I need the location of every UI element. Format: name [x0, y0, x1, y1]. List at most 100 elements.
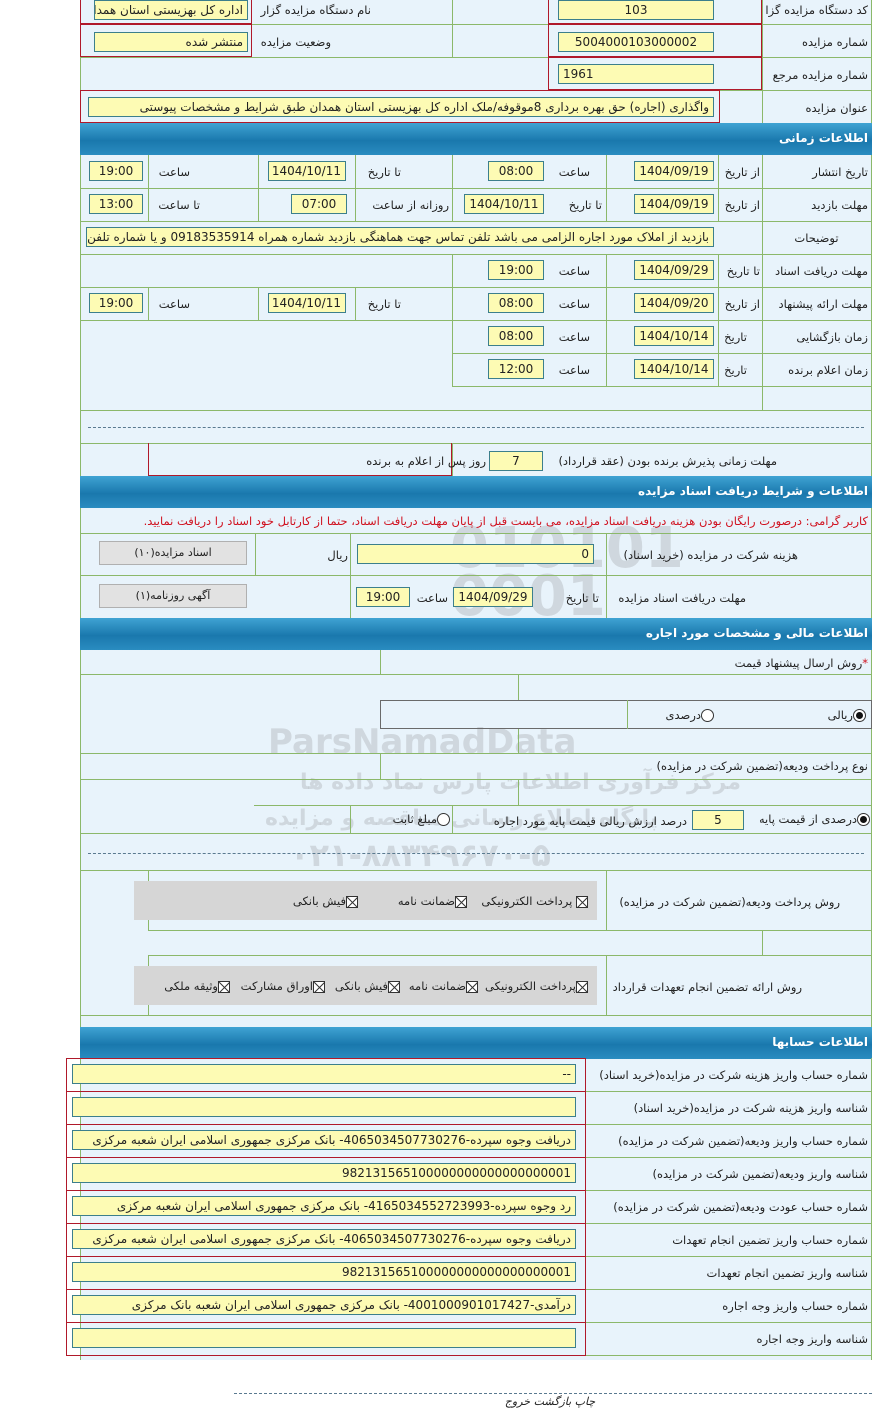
radio-fixed-amount[interactable]: مبلغ ثابت — [380, 810, 450, 828]
fee-field[interactable]: 0 — [357, 544, 594, 564]
auction-docs-button[interactable]: اسناد مزایده(۱۰) — [99, 541, 247, 565]
auction-no-field[interactable]: 5004000103000002 — [558, 32, 714, 52]
docs-deadline-hour-label: ساعت — [416, 591, 448, 605]
time-section-header: اطلاعات زمانی — [80, 123, 872, 155]
guarantee-method-label: پرداخت الکترونیکی — [485, 979, 576, 993]
acceptance-days[interactable]: 7 — [489, 451, 543, 471]
checkbox-icon[interactable] — [466, 980, 478, 993]
visit-to-label: تا تاریخ — [568, 198, 602, 212]
checkbox-icon[interactable] — [576, 895, 588, 908]
winner-time[interactable]: 12:00 — [488, 359, 544, 379]
publish-to-time[interactable]: 19:00 — [89, 161, 143, 181]
exit-link[interactable]: خروج — [504, 1395, 531, 1408]
status-field[interactable]: منتشر شده — [94, 32, 248, 52]
offer-from-time[interactable]: 08:00 — [488, 293, 544, 313]
deposit-method-electronic[interactable]: پرداخت الکترونیکی — [470, 892, 588, 910]
ref-no-label: شماره مزایده مرجع — [772, 68, 868, 82]
visit-daily-to-time[interactable]: 13:00 — [89, 194, 143, 214]
visit-to-date[interactable]: 1404/10/11 — [464, 194, 544, 214]
notes-field[interactable]: بازدید از املاک مورد اجاره الزامی می باش… — [86, 227, 714, 247]
print-link[interactable]: چاپ — [574, 1395, 596, 1408]
visit-label: مهلت بازدید — [811, 198, 868, 212]
account-value-field[interactable] — [72, 1328, 576, 1348]
offer-to-hour-label: ساعت — [158, 297, 190, 311]
radio-rial-label: ریالی — [827, 708, 853, 722]
radio-percent-indicator[interactable] — [701, 709, 714, 722]
publish-from-date[interactable]: 1404/09/19 — [634, 161, 714, 181]
guarantee-method-label: ضمانت نامه — [408, 979, 466, 993]
publish-to-label: تا تاریخ — [367, 165, 401, 179]
radio-rial-indicator[interactable] — [853, 709, 866, 722]
radio-percent-of-base-indicator[interactable] — [857, 813, 870, 826]
radio-percent-of-base[interactable]: درصدی از قیمت پایه — [760, 810, 870, 828]
account-value-field[interactable]: رد وجوه سپرده-4165034552723993- بانک مرک… — [72, 1196, 576, 1216]
account-value-field[interactable]: -- — [72, 1064, 576, 1084]
guarantee-method-bank-slip[interactable]: فیش بانکی — [325, 977, 400, 995]
docs-warning: کاربر گرامی: درصورت رایگان بودن هزینه در… — [143, 514, 868, 528]
status-label: وضعیت مزایده — [260, 35, 331, 49]
publish-from-time[interactable]: 08:00 — [488, 161, 544, 181]
org-name-label: نام دستگاه مزایده گزار — [260, 3, 371, 17]
radio-rial[interactable]: ریالی — [780, 706, 866, 724]
back-link[interactable]: بازگشت — [533, 1395, 572, 1408]
docs-to-label: تا تاریخ — [726, 264, 760, 278]
account-value-field[interactable] — [72, 1097, 576, 1117]
account-label: شماره حساب واریز هزینه شرکت در مزایده(خر… — [599, 1068, 868, 1082]
checkbox-icon[interactable] — [218, 980, 230, 993]
account-value-field[interactable]: درآمدی-4001000901017427- بانک مرکزی جمهو… — [72, 1295, 576, 1315]
checkbox-icon[interactable] — [576, 980, 588, 993]
offer-to-date[interactable]: 1404/10/11 — [268, 293, 346, 313]
title-field[interactable]: واگذاری (اجاره) حق بهره برداری 8موقوفه/م… — [88, 97, 714, 117]
account-label: شناسه واریز هزینه شرکت در مزایده(خرید اس… — [633, 1101, 868, 1115]
visit-from-date[interactable]: 1404/09/19 — [634, 194, 714, 214]
docs-section-header: اطلاعات و شرایط دریافت اسناد مزایده — [80, 476, 872, 508]
opening-date-label: تاریخ — [724, 330, 747, 344]
footer-divider — [234, 1393, 872, 1394]
guarantee-method-guarantee[interactable]: ضمانت نامه — [400, 977, 478, 995]
docs-deadline-time[interactable]: 19:00 — [356, 587, 410, 607]
opening-date[interactable]: 1404/10/14 — [634, 326, 714, 346]
radio-percent-of-base-label: درصدی از قیمت پایه — [760, 812, 857, 826]
winner-date[interactable]: 1404/10/14 — [634, 359, 714, 379]
winner-date-label: تاریخ — [724, 363, 747, 377]
guarantee-method-electronic[interactable]: پرداخت الکترونیکی — [478, 977, 588, 995]
docs-to-date[interactable]: 1404/09/29 — [634, 260, 714, 280]
offer-from-label: از تاریخ — [724, 297, 760, 311]
docs-deadline-label: مهلت دریافت اسناد — [775, 264, 868, 278]
account-value-field[interactable]: دریافت وجوه سپرده-4065034507730276- بانک… — [72, 1229, 576, 1249]
offer-from-date[interactable]: 1404/09/20 — [634, 293, 714, 313]
docs-deadline-date[interactable]: 1404/09/29 — [453, 587, 533, 607]
guarantee-method-label: اوراق مشارکت — [240, 979, 313, 993]
ref-no-field[interactable]: 1961 — [558, 64, 714, 84]
price-method-label: *روش ارسال پیشنهاد قیمت — [734, 656, 868, 670]
radio-percent-label: درصدی — [665, 708, 701, 722]
guarantee-method-bonds[interactable]: اوراق مشارکت — [230, 977, 325, 995]
docs-hour-label: ساعت — [558, 264, 590, 278]
radio-fixed-amount-indicator[interactable] — [437, 813, 450, 826]
deposit-method-guarantee[interactable]: ضمانت نامه — [385, 892, 467, 910]
deposit-type-label: نوع پرداخت ودیعه(تضمین شرکت در مزایده) — [656, 759, 868, 773]
org-code-label: کد دستگاه مزایده گزار — [765, 3, 868, 17]
org-name-field[interactable]: اداره کل بهزیستی استان همدان — [94, 0, 248, 20]
account-value-field[interactable]: دریافت وجوه سپرده-4065034507730276- بانک… — [72, 1130, 576, 1150]
checkbox-icon[interactable] — [346, 895, 358, 908]
deposit-percent-field[interactable]: 5 — [692, 810, 744, 830]
publish-to-date[interactable]: 1404/10/11 — [268, 161, 346, 181]
offer-to-time[interactable]: 19:00 — [89, 293, 143, 313]
guarantee-method-property[interactable]: وثیقه ملکی — [155, 977, 230, 995]
currency-label: ریال — [327, 548, 348, 562]
account-value-field[interactable]: 982131565100000000000000000001 — [72, 1262, 576, 1282]
account-value-field[interactable]: 982131565100000000000000000001 — [72, 1163, 576, 1183]
opening-time[interactable]: 08:00 — [488, 326, 544, 346]
docs-to-time[interactable]: 19:00 — [488, 260, 544, 280]
radio-percent[interactable]: درصدی — [620, 706, 714, 724]
acceptance-suffix: روز پس از اعلام به برنده — [366, 454, 486, 468]
visit-daily-from-time[interactable]: 07:00 — [291, 194, 347, 214]
winner-hour-label: ساعت — [558, 363, 590, 377]
checkbox-icon[interactable] — [455, 895, 467, 908]
deposit-method-bank-slip[interactable]: فیش بانکی — [280, 892, 358, 910]
newspaper-ad-button[interactable]: آگهی روزنامه(۱) — [99, 584, 247, 608]
checkbox-icon[interactable] — [313, 980, 325, 993]
org-code-field[interactable]: 103 — [558, 0, 714, 20]
checkbox-icon[interactable] — [388, 980, 400, 993]
